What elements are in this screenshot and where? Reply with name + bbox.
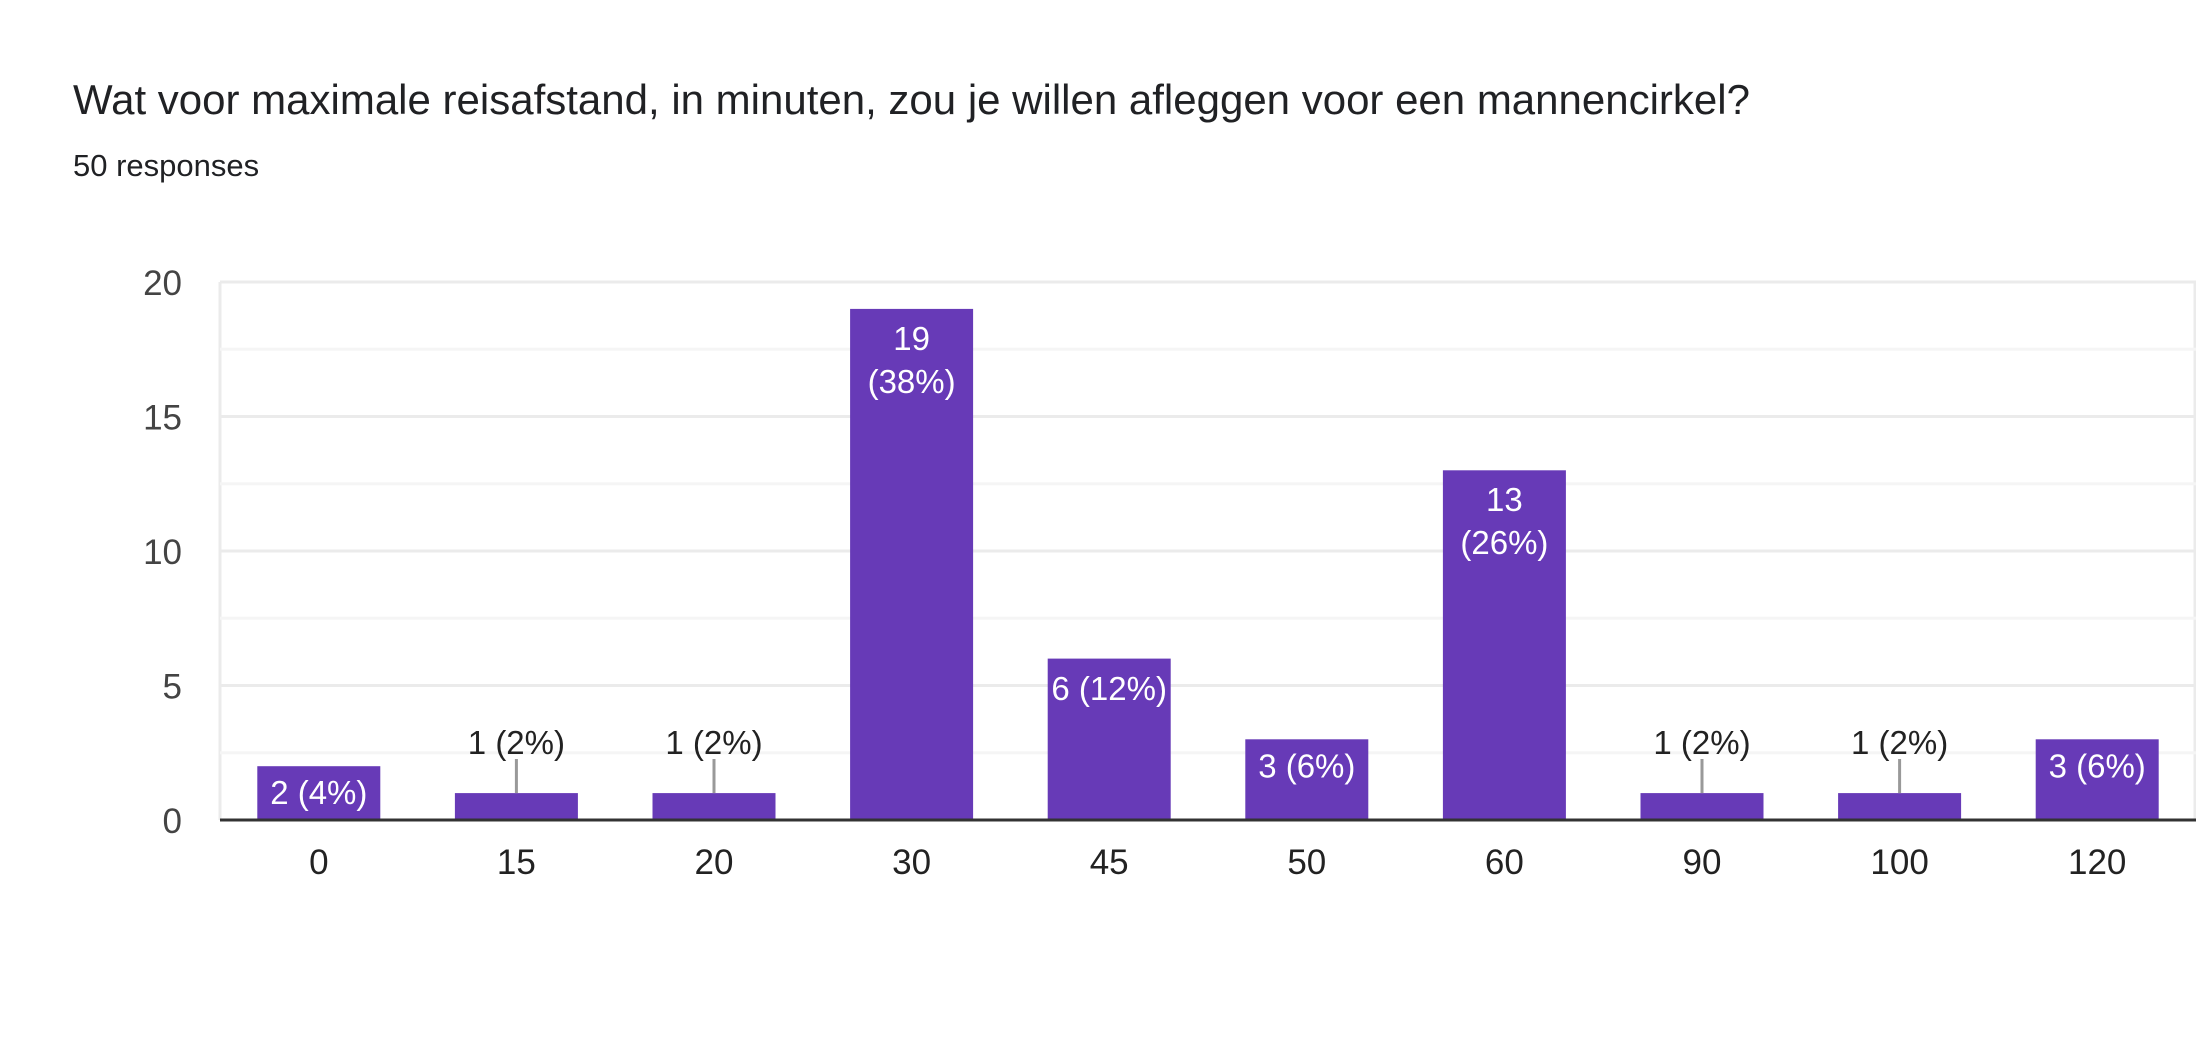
bar-30 <box>850 308 974 820</box>
bar-100 <box>1838 793 1962 820</box>
response-count: 50 responses <box>73 148 260 183</box>
bar-15 <box>454 793 578 820</box>
bar-120 <box>2035 739 2159 820</box>
x-tick-label: 60 <box>1485 843 1524 882</box>
bar-60 <box>1442 470 1566 820</box>
x-tick-label: 90 <box>1683 843 1722 882</box>
x-tick-label: 30 <box>892 843 931 882</box>
x-tick-label: 15 <box>497 843 536 882</box>
data-label: 1 (2%) <box>665 724 762 761</box>
x-tick-label: 50 <box>1287 843 1326 882</box>
data-label: 3 (6%) <box>1258 747 1355 784</box>
data-label: 1 (2%) <box>468 724 565 761</box>
x-tick-label: 100 <box>1870 843 1928 882</box>
y-tick-label: 10 <box>143 533 182 572</box>
y-tick-label: 20 <box>143 264 182 303</box>
chart-title: Wat voor maximale reisafstand, in minute… <box>73 76 1750 123</box>
data-label: 19 (38%) <box>867 319 956 400</box>
y-tick-label: 5 <box>163 668 182 707</box>
bar-0 <box>257 766 381 820</box>
data-label: 1 (2%) <box>1851 724 1948 761</box>
data-label: 6 (12%) <box>1051 669 1167 707</box>
bar-50 <box>1245 739 1369 820</box>
bar-20 <box>652 793 776 820</box>
y-tick-label: 0 <box>163 802 182 841</box>
x-tick-label: 0 <box>309 843 328 882</box>
y-tick-label: 15 <box>143 399 182 438</box>
x-tick-label: 45 <box>1090 843 1129 882</box>
x-tick-label: 20 <box>695 843 734 882</box>
data-label: 3 (6%) <box>2049 747 2146 784</box>
data-label: 13 (26%) <box>1460 481 1549 562</box>
data-label: 1 (2%) <box>1653 724 1750 761</box>
data-label: 2 (4%) <box>270 774 367 811</box>
bar-45 <box>1047 658 1171 820</box>
bar-90 <box>1640 793 1764 820</box>
x-tick-label: 120 <box>2068 843 2126 882</box>
